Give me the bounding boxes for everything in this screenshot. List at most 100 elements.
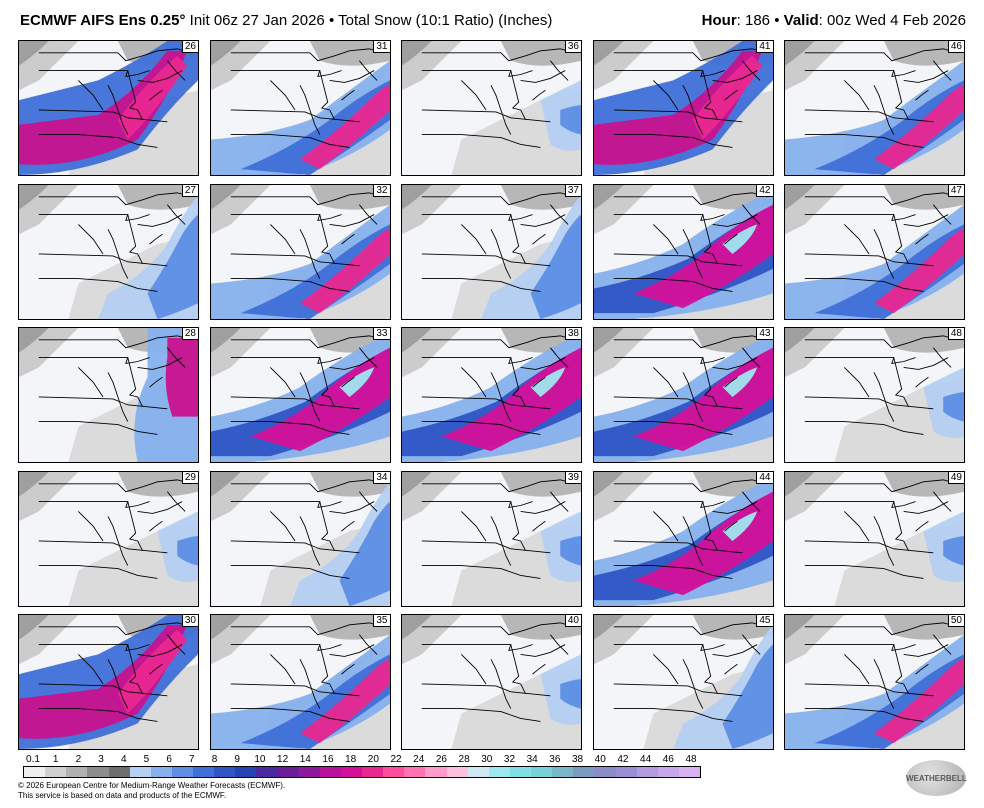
ensemble-member-panel: 33 bbox=[209, 327, 391, 463]
colorbar-swatch bbox=[66, 767, 88, 777]
bullet: • bbox=[328, 12, 335, 29]
colorbar-swatch bbox=[657, 767, 679, 777]
copyright: © 2026 European Centre for Medium-Range … bbox=[18, 781, 285, 801]
member-number: 29 bbox=[181, 471, 198, 484]
colorbar-swatch bbox=[636, 767, 658, 777]
ensemble-member-panel: 50 bbox=[784, 614, 965, 750]
weatherbell-logo: WEATHERBELL bbox=[906, 760, 967, 796]
colorbar-label: 16 bbox=[322, 754, 334, 765]
colorbar-swatch bbox=[129, 767, 151, 777]
colorbar-label: 26 bbox=[435, 754, 447, 765]
colorbar-label: 3 bbox=[98, 754, 104, 765]
colorbar-label: 48 bbox=[685, 754, 697, 765]
colorbar: 0.1 1 2 3 4 5 6 7 8 9 10 12 14 16 18 20 22 24 26 28 30 32 34 36… bbox=[23, 754, 701, 780]
member-number: 33 bbox=[373, 328, 390, 340]
colorbar-swatch bbox=[678, 767, 700, 777]
colorbar-swatch bbox=[594, 767, 616, 777]
colorbar-swatch bbox=[214, 767, 236, 777]
colorbar-swatch bbox=[298, 767, 320, 777]
colorbar-swatch bbox=[404, 767, 426, 777]
member-number: 49 bbox=[947, 471, 964, 484]
member-number: 34 bbox=[373, 471, 390, 484]
colorbar-swatch bbox=[509, 767, 531, 777]
snow-map bbox=[402, 41, 581, 175]
member-number: 30 bbox=[181, 615, 198, 627]
ensemble-member-panel: 34 bbox=[209, 470, 391, 607]
ensemble-member-panel: 46 bbox=[784, 40, 965, 176]
colorbar-swatch bbox=[552, 767, 574, 777]
member-number: 36 bbox=[564, 41, 581, 53]
colorbar-label: 18 bbox=[345, 754, 357, 765]
colorbar-label: 6 bbox=[166, 754, 172, 765]
snow-map bbox=[593, 41, 773, 175]
member-number: 41 bbox=[756, 41, 773, 53]
valid-time: Hour: 186 • Valid: 00z Wed 4 Feb 2026 bbox=[702, 12, 966, 29]
colorbar-swatch bbox=[467, 767, 489, 777]
ensemble-member-panel: 47 bbox=[784, 183, 965, 320]
colorbar-label: 32 bbox=[503, 754, 516, 765]
colorbar-swatch bbox=[319, 767, 341, 777]
colorbar-swatch bbox=[446, 767, 468, 777]
snow-map bbox=[210, 184, 390, 319]
colorbar-swatch bbox=[425, 767, 447, 777]
colorbar-swatch bbox=[24, 767, 46, 777]
ensemble-member-panel: 31 bbox=[209, 40, 391, 176]
colorbar-label: 40 bbox=[594, 754, 606, 765]
member-number: 50 bbox=[947, 615, 964, 627]
ensemble-member-panel: 36 bbox=[401, 40, 582, 176]
colorbar-label: 30 bbox=[481, 754, 493, 765]
colorbar-swatch bbox=[171, 767, 193, 777]
snow-map bbox=[19, 41, 198, 175]
member-number: 35 bbox=[373, 615, 390, 627]
init-time: Init 06z 27 Jan 2026 bbox=[189, 12, 325, 29]
degree-symbol: ° bbox=[179, 12, 186, 29]
member-number: 38 bbox=[564, 328, 581, 340]
snow-map bbox=[593, 615, 773, 749]
snow-map bbox=[210, 615, 390, 749]
member-number: 31 bbox=[373, 41, 390, 53]
colorbar-swatch bbox=[193, 767, 215, 777]
member-number: 37 bbox=[564, 184, 581, 197]
valid-label: Valid bbox=[783, 12, 819, 29]
colorbar-label: 24 bbox=[413, 754, 425, 765]
ensemble-member-panel: 26 bbox=[18, 40, 199, 176]
colorbar-swatch bbox=[235, 767, 257, 777]
colorbar-label: 20 bbox=[367, 754, 379, 765]
colorbar-label: 1 bbox=[52, 754, 59, 765]
copyright-line-2: This service is based on data and produc… bbox=[18, 791, 227, 800]
snow-map bbox=[402, 184, 581, 319]
colorbar-label: 14 bbox=[299, 754, 311, 765]
valid-value: : 00z Wed 4 Feb 2026 bbox=[818, 12, 966, 29]
snow-map bbox=[19, 184, 198, 319]
product-name: Total Snow (10:1 Ratio) (Inches) bbox=[338, 12, 553, 29]
colorbar-label: 44 bbox=[640, 754, 652, 765]
snow-map bbox=[210, 471, 390, 606]
colorbar-swatch bbox=[573, 767, 595, 777]
copyright-line-1: © 2026 European Centre for Medium-Range … bbox=[18, 781, 286, 790]
colorbar-label: 4 bbox=[120, 754, 127, 765]
colorbar-swatches bbox=[23, 766, 701, 778]
ensemble-member-panel: 37 bbox=[401, 183, 582, 320]
member-number: 44 bbox=[756, 471, 773, 484]
member-number: 32 bbox=[373, 184, 390, 197]
snow-map bbox=[785, 471, 964, 606]
colorbar-swatch bbox=[383, 767, 405, 777]
snow-map bbox=[210, 41, 390, 175]
colorbar-label: 28 bbox=[458, 754, 470, 765]
colorbar-swatch bbox=[531, 767, 553, 777]
hour-value: : 186 bbox=[736, 12, 771, 29]
colorbar-labels: 0.1 1 2 3 4 5 6 7 8 9 10 12 14 16 18 20 22 24 26 28 30 32 34 36… bbox=[23, 754, 701, 766]
colorbar-swatch bbox=[108, 767, 130, 777]
ensemble-member-panel: 32 bbox=[209, 183, 391, 320]
model-name: ECMWF AIFS Ens 0.25 bbox=[20, 12, 180, 29]
colorbar-label: 38 bbox=[571, 754, 584, 765]
member-number: 40 bbox=[564, 615, 581, 627]
colorbar-label: 12 bbox=[277, 754, 289, 765]
ensemble-member-panel: 40 bbox=[401, 614, 582, 750]
snow-map bbox=[19, 615, 198, 749]
ensemble-member-panel: 28 bbox=[18, 327, 199, 463]
colorbar-swatch bbox=[362, 767, 384, 777]
member-number: 26 bbox=[181, 41, 198, 53]
colorbar-swatch bbox=[150, 767, 172, 777]
snow-map bbox=[785, 615, 964, 749]
